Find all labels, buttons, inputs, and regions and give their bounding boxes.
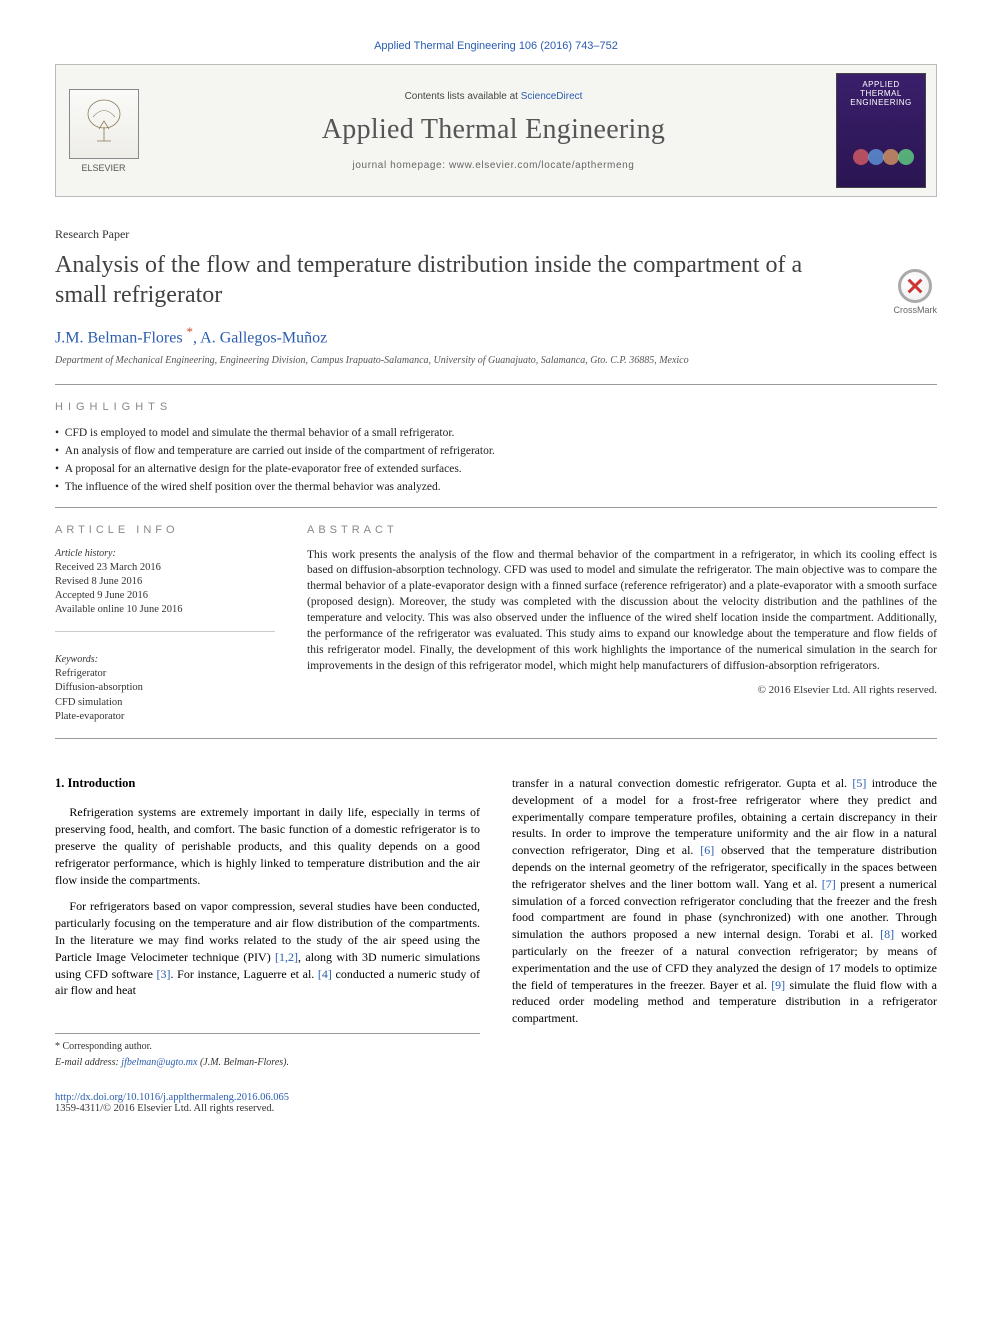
divider: [55, 384, 937, 385]
contents-line: Contents lists available at ScienceDirec…: [151, 91, 836, 102]
author-2[interactable]: A. Gallegos-Muñoz: [200, 329, 327, 346]
issn-copyright: 1359-4311/© 2016 Elsevier Ltd. All right…: [55, 1103, 274, 1114]
journal-header: ELSEVIER Contents lists available at Sci…: [55, 64, 937, 197]
contents-prefix: Contents lists available at: [405, 91, 521, 102]
homepage-line: journal homepage: www.elsevier.com/locat…: [151, 160, 836, 171]
body-text: . For instance, Laguerre et al.: [171, 967, 318, 981]
email-link[interactable]: jfbelman@ugto.mx: [121, 1057, 197, 1068]
journal-name: Applied Thermal Engineering: [151, 114, 836, 146]
ref-link[interactable]: [8]: [880, 927, 894, 941]
email-label: E-mail address:: [55, 1057, 121, 1068]
corresponding-label: * Corresponding author.: [55, 1040, 480, 1054]
corresponding-asterisk: *: [187, 324, 194, 339]
highlight-item: An analysis of flow and temperature are …: [55, 443, 937, 461]
ref-link[interactable]: [5]: [852, 776, 866, 790]
abstract-copyright: © 2016 Elsevier Ltd. All rights reserved…: [307, 684, 937, 696]
keyword: Plate-evaporator: [55, 710, 275, 724]
history-online: Available online 10 June 2016: [55, 603, 275, 617]
highlight-item: The influence of the wired shelf positio…: [55, 479, 937, 497]
homepage-url[interactable]: www.elsevier.com/locate/apthermeng: [449, 160, 634, 171]
history-revised: Revised 8 June 2016: [55, 575, 275, 589]
doi-link[interactable]: http://dx.doi.org/10.1016/j.applthermale…: [55, 1092, 289, 1103]
abstract-text: This work presents the analysis of the f…: [307, 548, 937, 675]
history-label: Article history:: [55, 548, 275, 559]
email-line: E-mail address: jfbelman@ugto.mx (J.M. B…: [55, 1056, 480, 1070]
highlight-item: A proposal for an alternative design for…: [55, 461, 937, 479]
corresponding-footer: * Corresponding author. E-mail address: …: [55, 1033, 480, 1070]
authors: J.M. Belman-Flores *, A. Gallegos-Muñoz: [55, 324, 937, 347]
author-1[interactable]: J.M. Belman-Flores: [55, 329, 183, 346]
ref-link[interactable]: [7]: [822, 877, 836, 891]
publisher-logo: ELSEVIER: [56, 89, 151, 173]
citation-line: Applied Thermal Engineering 106 (2016) 7…: [55, 40, 937, 52]
abstract-section: ABSTRACT This work presents the analysis…: [307, 524, 937, 724]
crossmark-badge[interactable]: CrossMark: [893, 269, 937, 315]
divider: [55, 507, 937, 508]
body-col-left: 1. Introduction Refrigeration systems ar…: [55, 775, 480, 1070]
body-paragraph: transfer in a natural convection domesti…: [512, 775, 937, 1027]
article-type: Research Paper: [55, 227, 937, 242]
email-author: (J.M. Belman-Flores).: [197, 1057, 289, 1068]
body-columns: 1. Introduction Refrigeration systems ar…: [55, 775, 937, 1070]
abstract-label: ABSTRACT: [307, 524, 937, 536]
keywords-label: Keywords:: [55, 654, 275, 665]
highlights-section: HIGHLIGHTS CFD is employed to model and …: [55, 401, 937, 496]
sciencedirect-link[interactable]: ScienceDirect: [521, 91, 583, 102]
elsevier-tree-icon: [69, 89, 139, 159]
homepage-prefix: journal homepage:: [353, 160, 449, 171]
doi-block: http://dx.doi.org/10.1016/j.applthermale…: [55, 1092, 937, 1114]
article-info: ARTICLE INFO Article history: Received 2…: [55, 524, 275, 724]
ref-link[interactable]: [6]: [700, 843, 714, 857]
history-accepted: Accepted 9 June 2016: [55, 589, 275, 603]
article-info-label: ARTICLE INFO: [55, 524, 275, 536]
body-paragraph: Refrigeration systems are extremely impo…: [55, 804, 480, 888]
journal-cover-thumbnail: APPLIED THERMAL ENGINEERING: [836, 73, 926, 188]
publisher-name: ELSEVIER: [66, 163, 141, 173]
keyword: CFD simulation: [55, 696, 275, 710]
article-title: Analysis of the flow and temperature dis…: [55, 250, 805, 310]
ref-link[interactable]: [3]: [157, 967, 171, 981]
ref-link[interactable]: [1,2]: [275, 950, 298, 964]
body-col-right: transfer in a natural convection domesti…: [512, 775, 937, 1070]
highlights-label: HIGHLIGHTS: [55, 401, 937, 413]
ref-link[interactable]: [9]: [771, 978, 785, 992]
divider: [55, 738, 937, 739]
affiliation: Department of Mechanical Engineering, En…: [55, 355, 937, 366]
crossmark-icon: [898, 269, 932, 303]
crossmark-label: CrossMark: [893, 305, 937, 315]
cover-title: APPLIED THERMAL ENGINEERING: [843, 80, 919, 107]
history-received: Received 23 March 2016: [55, 561, 275, 575]
body-text: transfer in a natural convection domesti…: [512, 776, 852, 790]
body-paragraph: For refrigerators based on vapor compres…: [55, 898, 480, 999]
ref-link[interactable]: [4]: [318, 967, 332, 981]
highlights-list: CFD is employed to model and simulate th…: [55, 425, 937, 496]
intro-heading: 1. Introduction: [55, 775, 480, 793]
keyword: Diffusion-absorption: [55, 681, 275, 695]
highlight-item: CFD is employed to model and simulate th…: [55, 425, 937, 443]
keyword: Refrigerator: [55, 667, 275, 681]
